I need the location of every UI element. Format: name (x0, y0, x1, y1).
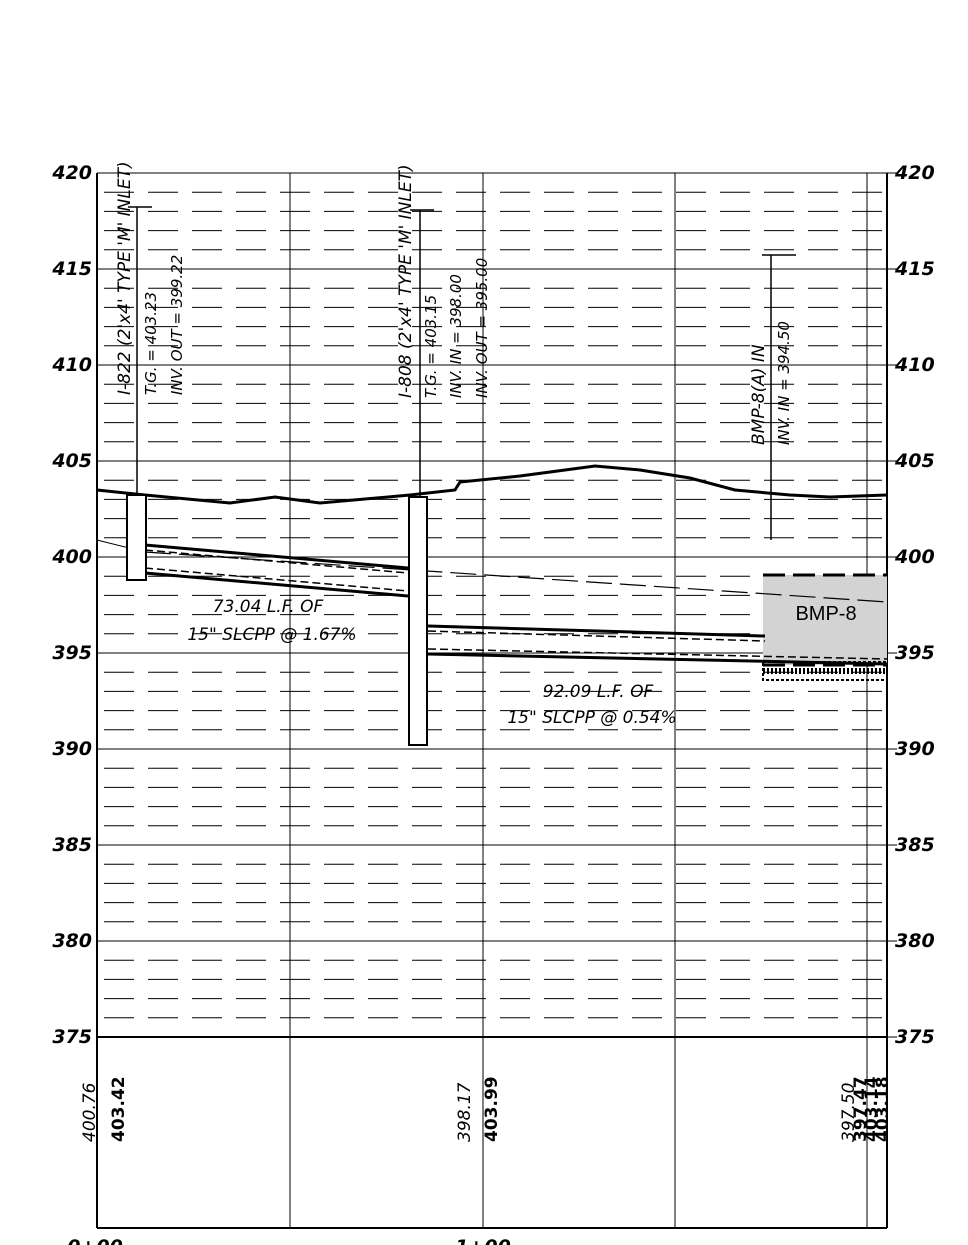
bmp-box (763, 575, 887, 665)
structure-label: T.G. = 403.23 (142, 292, 160, 395)
bottom-value: 400.76 (80, 1082, 100, 1142)
bottom-value: 403.14 (862, 1076, 882, 1142)
y-tick-label: 415 (51, 258, 92, 280)
y-tick-label: 380 (52, 930, 92, 952)
y-tick-label: 420 (51, 162, 92, 184)
pipe-label: 15" SLCPP @ 1.67% (187, 625, 356, 645)
y-tick-label: 405 (51, 450, 92, 472)
y-tick-label: 375 (52, 1026, 92, 1048)
pipe-label: 73.04 L.F. OF (213, 597, 324, 617)
structure-label: BMP-8(A) IN (749, 344, 769, 445)
structure-label: INV. OUT = 395.00 (473, 258, 491, 398)
bottom-value: 397.47 (851, 1076, 871, 1142)
structure-label: INV. IN = 398.00 (447, 274, 465, 398)
y-tick-label: 390 (52, 738, 92, 760)
y-tick-label-right: 380 (895, 930, 935, 952)
structure-label: T.G. = 403.15 (422, 295, 440, 398)
y-tick-label-right: 405 (894, 450, 935, 472)
y-tick-label-right: 390 (895, 738, 935, 760)
leaders (128, 206, 796, 540)
structure-label: I-822 (2'x4' TYPE 'M' INLET) (115, 161, 135, 395)
bottom-value: 398.17 (455, 1082, 475, 1142)
bmp-label: BMP-8 (795, 603, 856, 625)
bottom-value: 397.50 (839, 1083, 859, 1142)
y-tick-label-right: 420 (894, 162, 935, 184)
manholes (126, 494, 428, 746)
y-tick-label-right: 410 (894, 354, 935, 376)
pipe-label: 15" SLCPP @ 0.54% (507, 708, 676, 728)
station-label: 0+00 (67, 1236, 123, 1245)
y-tick-label: 400 (51, 546, 92, 568)
ground-line (96, 464, 888, 505)
y-tick-label: 385 (52, 834, 92, 856)
vertical-lines (96, 173, 888, 1229)
y-tick-label: 410 (51, 354, 92, 376)
bottom-value: 403.42 (109, 1076, 129, 1142)
labels: 420 420 415 415 410 410 405 405 400 400 395 395 390 3… (51, 161, 934, 1245)
y-tick-label-right: 415 (894, 258, 935, 280)
y-tick-label-right: 395 (895, 642, 935, 664)
structure-label: INV. OUT = 399.22 (168, 255, 186, 395)
y-tick-label-right: 375 (895, 1026, 935, 1048)
structure-label: I-808 (2'x4' TYPE 'M' INLET) (396, 164, 416, 398)
bottom-value: 403.18 (873, 1076, 893, 1142)
bottom-value: 403.99 (482, 1076, 502, 1142)
y-tick-label: 395 (52, 642, 92, 664)
structure-label: INV. IN = 394.50 (775, 321, 793, 445)
station-label: 1+00 (455, 1236, 511, 1245)
pipe-label: 92.09 L.F. OF (543, 682, 654, 702)
y-tick-label-right: 400 (894, 546, 935, 568)
y-tick-label-right: 385 (895, 834, 935, 856)
